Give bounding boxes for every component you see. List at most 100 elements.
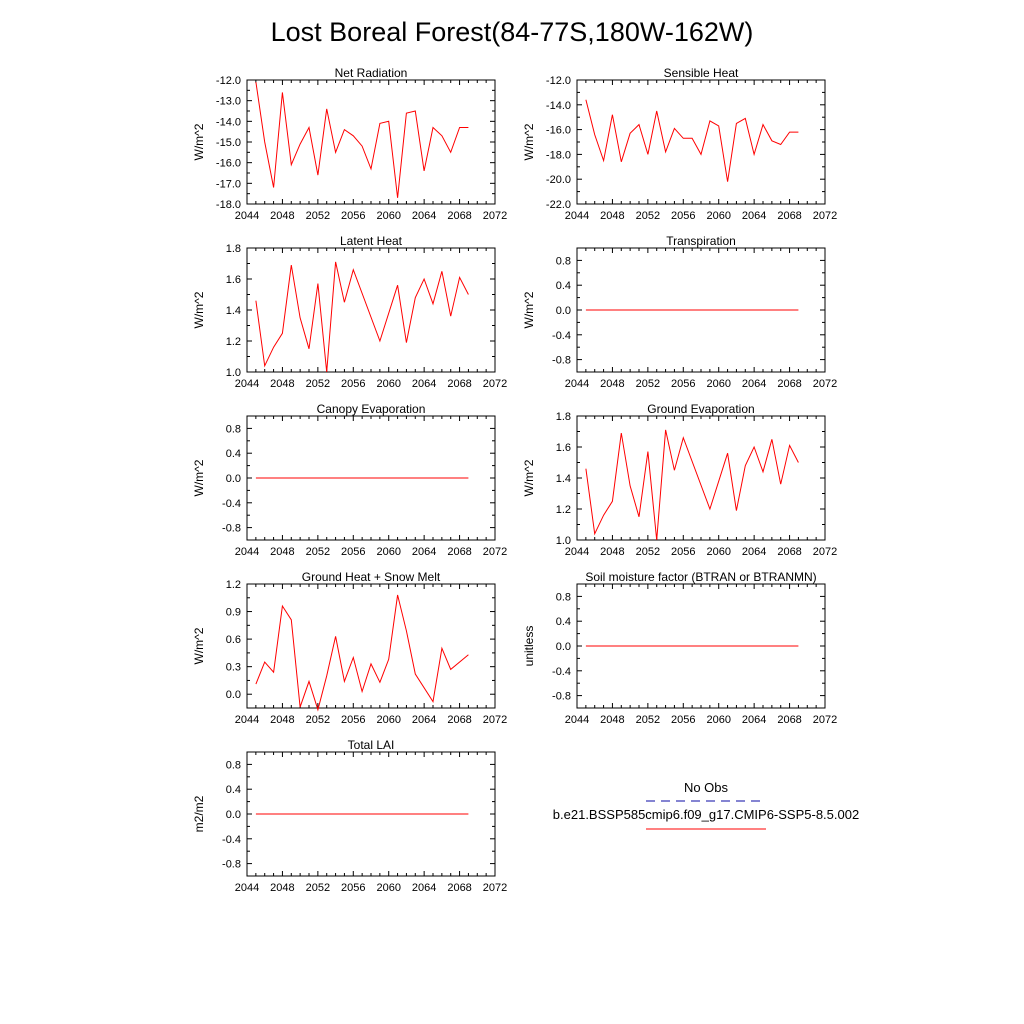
x-tick-label: 2068 [447, 546, 471, 558]
x-tick-label: 2060 [706, 210, 730, 222]
x-tick-label: 2068 [447, 714, 471, 726]
x-tick-label: 2052 [306, 378, 330, 390]
y-tick-label: 1.0 [226, 367, 241, 379]
x-tick-label: 2048 [270, 714, 294, 726]
x-tick-label: 2052 [306, 714, 330, 726]
series-line [255, 82, 469, 198]
x-tick-label: 2052 [306, 210, 330, 222]
y-tick-label: 0.0 [226, 689, 241, 701]
panel-8: Soil moisture factor (BTRAN or BTRANMN) u… [522, 570, 837, 726]
panel-6: Ground Evaporation W/m^2 2044 2048 2052 2056 2… [522, 402, 837, 558]
y-tick-label: 1.8 [556, 411, 571, 423]
panel-3: Latent Heat W/m^2 2044 2048 2052 2056 2060 2064… [192, 234, 507, 390]
x-tick-label: 2052 [306, 882, 330, 894]
panel-title: Latent Heat [340, 234, 403, 248]
x-tick-label: 2052 [636, 714, 660, 726]
x-tick-label: 2064 [412, 882, 436, 894]
x-tick-label: 2064 [742, 714, 766, 726]
x-tick-label: 2048 [600, 714, 624, 726]
x-tick-label: 2068 [777, 714, 801, 726]
y-tick-label: -16.0 [216, 158, 241, 170]
x-tick-label: 2064 [412, 210, 436, 222]
y-tick-label: -18.0 [546, 149, 571, 161]
plot-frame [576, 79, 826, 205]
y-tick-label: 0.4 [556, 616, 571, 628]
x-tick-label: 2044 [565, 378, 589, 390]
y-tick-label: -17.0 [216, 178, 241, 190]
y-tick-label: -0.8 [552, 691, 571, 703]
y-tick-label: -14.0 [546, 100, 571, 112]
x-tick-label: 2048 [600, 210, 624, 222]
panel-2: Sensible Heat W/m^2 2044 2048 2052 2056 2060 20… [522, 66, 837, 222]
y-tick-label: 0.9 [226, 607, 241, 619]
x-tick-label: 2056 [671, 378, 695, 390]
x-tick-label: 2048 [270, 378, 294, 390]
panel-title: Canopy Evaporation [317, 402, 426, 416]
y-tick-label: -0.4 [552, 330, 571, 342]
y-axis-label: m2/m2 [192, 795, 206, 832]
panel-4: Transpiration W/m^2 2044 2048 2052 2056 2060 20… [522, 234, 837, 390]
x-tick-label: 2072 [483, 378, 507, 390]
y-tick-label: 1.6 [226, 274, 241, 286]
x-tick-label: 2072 [483, 546, 507, 558]
x-tick-label: 2064 [412, 714, 436, 726]
x-tick-label: 2064 [742, 210, 766, 222]
x-tick-label: 2044 [565, 210, 589, 222]
x-tick-label: 2056 [341, 882, 365, 894]
y-axis-label: unitless [522, 626, 536, 667]
figure-title: Lost Boreal Forest(84-77S,180W-162W) [271, 17, 754, 47]
x-tick-label: 2068 [777, 210, 801, 222]
legend-model-label: b.e21.BSSP585cmip6.f09_g17.CMIP6-SSP5-8.… [553, 807, 859, 822]
y-tick-label: 1.6 [556, 442, 571, 454]
y-tick-label: -18.0 [216, 199, 241, 211]
x-tick-label: 2044 [235, 882, 259, 894]
y-tick-label: 1.0 [556, 535, 571, 547]
x-tick-label: 2056 [341, 714, 365, 726]
series-line [255, 594, 469, 712]
x-tick-label: 2060 [376, 378, 400, 390]
x-tick-label: 2064 [742, 546, 766, 558]
panel-title: Total LAI [348, 738, 395, 752]
y-tick-label: 1.8 [226, 243, 241, 255]
x-tick-label: 2068 [777, 546, 801, 558]
panel-title: Net Radiation [335, 66, 408, 80]
y-tick-label: -0.4 [222, 498, 241, 510]
x-tick-label: 2060 [376, 882, 400, 894]
x-tick-label: 2064 [412, 546, 436, 558]
x-tick-label: 2056 [341, 546, 365, 558]
y-tick-label: -0.8 [552, 355, 571, 367]
x-tick-label: 2072 [483, 882, 507, 894]
x-tick-label: 2044 [235, 378, 259, 390]
y-axis-label: W/m^2 [192, 123, 206, 160]
x-tick-label: 2044 [235, 210, 259, 222]
y-tick-label: 0.0 [226, 473, 241, 485]
y-tick-label: -0.8 [222, 523, 241, 535]
x-tick-label: 2048 [270, 546, 294, 558]
x-tick-label: 2056 [671, 714, 695, 726]
x-tick-label: 2052 [636, 210, 660, 222]
x-tick-label: 2052 [636, 546, 660, 558]
x-tick-label: 2072 [813, 714, 837, 726]
x-tick-label: 2048 [270, 882, 294, 894]
x-tick-label: 2072 [483, 210, 507, 222]
y-tick-label: 1.2 [226, 579, 241, 591]
x-tick-label: 2072 [813, 546, 837, 558]
panel-title: Transpiration [666, 234, 736, 248]
y-tick-label: -14.0 [216, 116, 241, 128]
panel-9: Total LAI m2/m2 2044 2048 2052 2056 2060 2064 20… [192, 738, 507, 894]
x-tick-label: 2056 [341, 210, 365, 222]
x-tick-label: 2072 [813, 210, 837, 222]
x-tick-label: 2060 [706, 378, 730, 390]
legend-obs-label: No Obs [684, 780, 729, 795]
y-axis-label: W/m^2 [192, 627, 206, 664]
x-tick-label: 2060 [376, 210, 400, 222]
y-tick-label: -13.0 [216, 96, 241, 108]
x-tick-label: 2044 [235, 546, 259, 558]
x-tick-label: 2056 [341, 378, 365, 390]
plot-frame [576, 415, 826, 541]
y-tick-label: -12.0 [546, 75, 571, 87]
y-tick-label: 0.3 [226, 662, 241, 674]
y-tick-label: 0.8 [226, 423, 241, 435]
x-tick-label: 2064 [412, 378, 436, 390]
